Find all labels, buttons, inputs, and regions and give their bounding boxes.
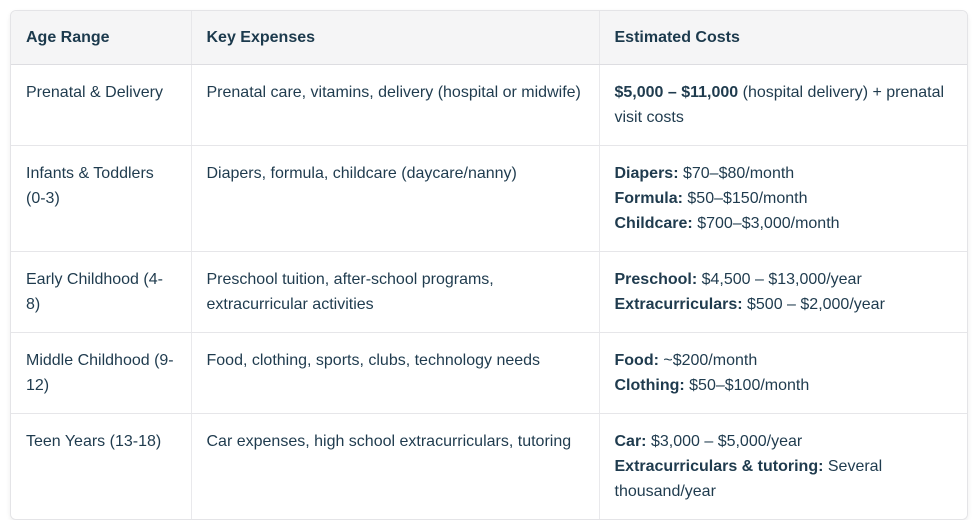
age-range-cell: Early Childhood (4-8) bbox=[11, 251, 192, 333]
estimated-costs-cell: Food: ~$200/month Clothing: $50–$100/mon… bbox=[599, 332, 967, 414]
cost-line: Preschool: $4,500 – $13,000/year bbox=[615, 267, 954, 292]
cost-label: Preschool: bbox=[614, 271, 698, 288]
cost-label: Diapers: bbox=[614, 165, 679, 182]
cost-value: $4,500 – $13,000/year bbox=[697, 271, 862, 288]
column-header-key-expenses: Key Expenses bbox=[191, 11, 600, 65]
cost-label: Childcare: bbox=[614, 215, 693, 232]
estimated-costs-cell: Preschool: $4,500 – $13,000/year Extracu… bbox=[599, 251, 967, 333]
cost-value: $700–$3,000/month bbox=[692, 215, 840, 232]
table-row: Teen Years (13-18) Car expenses, high sc… bbox=[11, 413, 967, 519]
key-expenses-cell: Prenatal care, vitamins, delivery (hospi… bbox=[191, 64, 600, 146]
cost-line: Car: $3,000 – $5,000/year bbox=[615, 429, 954, 454]
cost-label: Clothing: bbox=[614, 377, 685, 394]
estimated-costs-cell: $5,000 – $11,000 (hospital delivery) + p… bbox=[599, 64, 967, 146]
age-range-cell: Teen Years (13-18) bbox=[11, 413, 192, 519]
age-range-cell: Prenatal & Delivery bbox=[11, 64, 192, 146]
cost-label: Food: bbox=[614, 352, 659, 369]
child-cost-table: Age Range Key Expenses Estimated Costs P… bbox=[11, 11, 967, 519]
key-expenses-cell: Preschool tuition, after-school programs… bbox=[191, 251, 600, 333]
cost-line: Formula: $50–$150/month bbox=[615, 186, 954, 211]
key-expenses-cell: Car expenses, high school extracurricula… bbox=[191, 413, 600, 519]
key-expenses-cell: Food, clothing, sports, clubs, technolog… bbox=[191, 332, 600, 414]
age-range-cell: Middle Childhood (9-12) bbox=[11, 332, 192, 414]
cost-label: $5,000 – $11,000 bbox=[614, 84, 739, 101]
cost-label: Formula: bbox=[614, 190, 683, 207]
cost-line: Extracurriculars: $500 – $2,000/year bbox=[615, 292, 954, 317]
cost-value: $500 – $2,000/year bbox=[742, 296, 885, 313]
table-row: Early Childhood (4-8) Preschool tuition,… bbox=[11, 251, 967, 333]
age-range-cell: Infants & Toddlers (0-3) bbox=[11, 145, 192, 252]
cost-value: $70–$80/month bbox=[678, 165, 795, 182]
cost-value: Several thousand/year bbox=[614, 458, 883, 500]
column-header-age-range: Age Range bbox=[11, 11, 192, 65]
cost-label: Car: bbox=[614, 433, 647, 450]
estimated-costs-cell: Diapers: $70–$80/month Formula: $50–$150… bbox=[599, 145, 967, 252]
cost-line: Clothing: $50–$100/month bbox=[615, 373, 954, 398]
table-row: Middle Childhood (9-12) Food, clothing, … bbox=[11, 332, 967, 414]
table-row: Prenatal & Delivery Prenatal care, vitam… bbox=[11, 64, 967, 146]
key-expenses-cell: Diapers, formula, childcare (daycare/nan… bbox=[191, 145, 600, 252]
cost-value: $50–$100/month bbox=[684, 377, 810, 394]
cost-line: $5,000 – $11,000 (hospital delivery) + p… bbox=[615, 80, 954, 130]
cost-line: Childcare: $700–$3,000/month bbox=[615, 211, 954, 236]
cost-value: $3,000 – $5,000/year bbox=[646, 433, 803, 450]
cost-value: (hospital delivery) + prenatal visit cos… bbox=[614, 84, 945, 126]
cost-value: $50–$150/month bbox=[682, 190, 808, 207]
cost-line: Food: ~$200/month bbox=[615, 348, 954, 373]
estimated-costs-cell: Car: $3,000 – $5,000/year Extracurricula… bbox=[599, 413, 967, 519]
cost-label: Extracurriculars: bbox=[614, 296, 743, 313]
column-header-estimated-costs: Estimated Costs bbox=[599, 11, 967, 65]
cost-value: ~$200/month bbox=[658, 352, 758, 369]
cost-line: Diapers: $70–$80/month bbox=[615, 161, 954, 186]
cost-label: Extracurriculars & tutoring: bbox=[614, 458, 824, 475]
table-header-row: Age Range Key Expenses Estimated Costs bbox=[11, 11, 967, 65]
child-cost-table-container: Age Range Key Expenses Estimated Costs P… bbox=[10, 10, 968, 520]
table-row: Infants & Toddlers (0-3) Diapers, formul… bbox=[11, 145, 967, 252]
cost-line: Extracurriculars & tutoring: Several tho… bbox=[615, 454, 954, 504]
